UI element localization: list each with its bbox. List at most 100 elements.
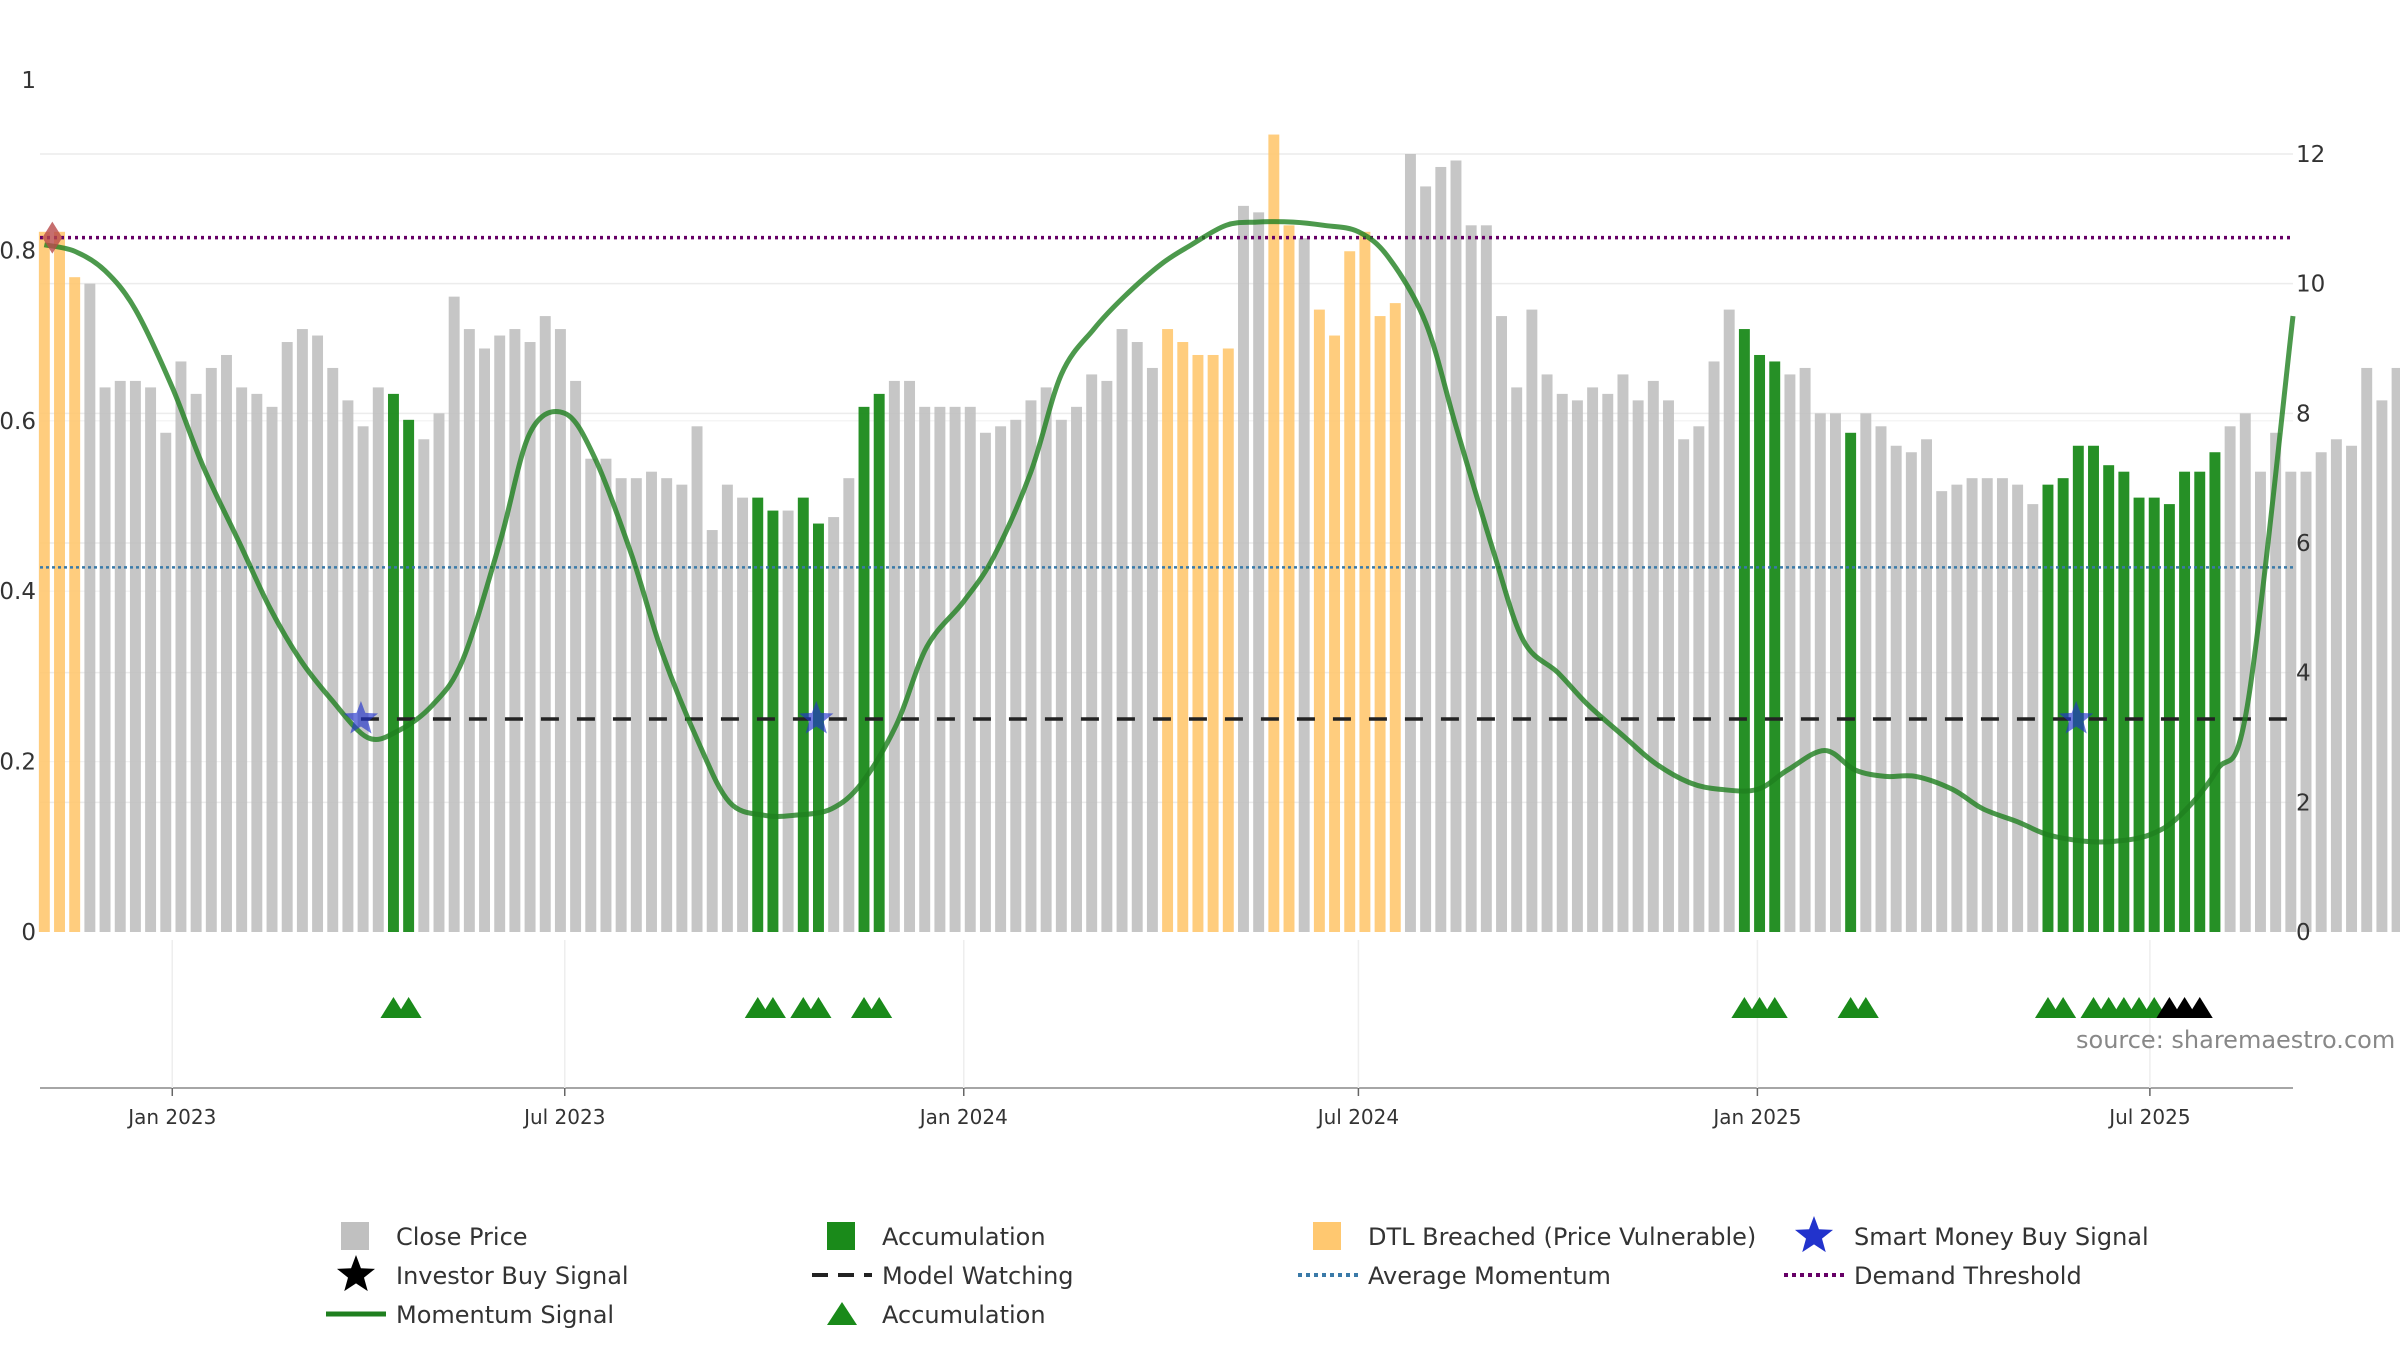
close-price-bar	[934, 406, 946, 933]
close-price-bar	[145, 387, 157, 932]
close-price-bar	[1571, 400, 1583, 932]
close-price-bar	[600, 458, 612, 932]
close-price-bar	[418, 439, 430, 932]
accumulation-triangle	[1852, 997, 1879, 1018]
close-price-bar	[1905, 452, 1917, 932]
close-price-bar	[2285, 471, 2297, 932]
close-price-bar	[1875, 426, 1887, 932]
close-price-bar	[2330, 439, 2342, 932]
close-price-bar	[1996, 478, 2008, 932]
close-price-bar	[661, 478, 673, 932]
time-tick-label: Jan 2025	[1711, 1105, 1801, 1129]
close-price-bar	[1936, 491, 1948, 932]
close-price-bar	[327, 367, 339, 932]
close-price-bar	[2346, 445, 2358, 932]
close-price-bar	[494, 335, 506, 932]
signal-strip: Jan 2023 Jul 2023 Jan 2024 Jul 2024 Jan 2025…	[40, 940, 2293, 1129]
close-price-bar	[1298, 238, 1310, 933]
signal-lines	[40, 219, 2296, 845]
accumulation-triangle	[805, 997, 832, 1018]
legend-label: Demand Threshold	[1854, 1262, 2082, 1290]
legend-label: Smart Money Buy Signal	[1854, 1223, 2149, 1251]
accumulation-bar	[2103, 465, 2115, 932]
close-price-bar	[509, 329, 521, 932]
time-tick-label: Jul 2024	[1316, 1105, 1399, 1129]
close-price-bar	[1238, 205, 1249, 932]
close-price-bar	[554, 329, 566, 932]
close-price-bar	[1723, 309, 1735, 933]
accumulation-bar	[873, 393, 885, 933]
close-price-bar	[1040, 387, 1052, 932]
left-axis-tick: 1	[21, 68, 36, 94]
accumulation-bar	[1754, 354, 1766, 932]
legend-label: DTL Breached (Price Vulnerable)	[1368, 1223, 1756, 1251]
smart-money-buy-signal	[2059, 701, 2094, 734]
close-price-bar	[2255, 471, 2266, 932]
dtl-breached-bar	[1268, 134, 1280, 933]
close-price-bar	[266, 406, 278, 933]
close-price-bar	[2300, 471, 2312, 932]
close-price-bar	[433, 413, 445, 932]
close-price-bar	[1025, 400, 1037, 932]
close-price-bar	[1951, 484, 1963, 932]
source-note: source: sharemaestro.com	[2076, 1026, 2395, 1054]
dtl-breached-bar	[38, 231, 50, 933]
close-price-bar	[1556, 393, 1568, 933]
close-price-bar	[691, 426, 703, 932]
close-price-bar	[1253, 212, 1265, 933]
close-price-bar	[205, 367, 217, 932]
close-price-bar	[1541, 374, 1553, 932]
close-price-bar	[2376, 400, 2388, 932]
close-price-bar	[1086, 374, 1098, 932]
close-price-bar	[463, 329, 475, 932]
smart-money-buy-signal	[343, 701, 379, 734]
close-price-bar	[190, 393, 202, 933]
close-price-bar	[342, 400, 354, 932]
close-price-bar	[2361, 367, 2373, 932]
time-tick-label: Jul 2025	[2107, 1105, 2190, 1129]
accumulation-bar	[752, 497, 764, 932]
close-price-bar	[888, 380, 900, 933]
close-price-bar	[1055, 419, 1067, 933]
legend-swatch	[827, 1222, 855, 1250]
breach-marker	[42, 221, 63, 254]
legend-label: Model Watching	[882, 1262, 1074, 1290]
close-price-bar	[1071, 406, 1082, 933]
right-axis-tick: 2	[2296, 790, 2311, 816]
close-price-bar	[2270, 432, 2282, 932]
accumulation-bar	[2133, 497, 2145, 932]
close-price-bar	[1799, 367, 1811, 932]
close-price-bar	[570, 380, 582, 933]
close-price-bar	[782, 510, 794, 932]
dtl-breached-bar	[1162, 329, 1174, 932]
close-price-bar	[160, 432, 172, 932]
close-price-bar	[1116, 329, 1128, 932]
legend-label: Investor Buy Signal	[396, 1262, 629, 1290]
right-axis-tick: 12	[2296, 142, 2325, 168]
close-price-bar	[706, 530, 718, 932]
close-price-bar	[1480, 225, 1492, 933]
close-price-bar	[539, 316, 551, 932]
close-price-bar	[1632, 400, 1644, 932]
legend-label: Average Momentum	[1368, 1262, 1611, 1290]
accumulation-bar	[2042, 484, 2054, 932]
close-price-bar	[129, 380, 141, 933]
close-price-bar	[949, 406, 961, 933]
close-price-bar	[175, 361, 187, 932]
close-price-bar	[1829, 413, 1841, 932]
close-price-bar	[843, 478, 855, 932]
close-price-bar	[372, 387, 384, 932]
close-price-bar	[448, 296, 460, 933]
investor-signal-triangle	[2186, 997, 2213, 1018]
close-price-bar	[646, 471, 657, 932]
accumulation-bar	[1738, 329, 1750, 932]
dtl-breached-bar	[54, 231, 65, 933]
close-price-bar	[1526, 309, 1538, 933]
accumulation-bar	[2118, 471, 2130, 932]
close-price-bar	[84, 283, 96, 933]
close-price-bar	[221, 354, 232, 932]
legend-swatch	[1313, 1222, 1341, 1250]
close-price-bar	[919, 406, 931, 933]
close-price-bar	[995, 426, 1007, 932]
